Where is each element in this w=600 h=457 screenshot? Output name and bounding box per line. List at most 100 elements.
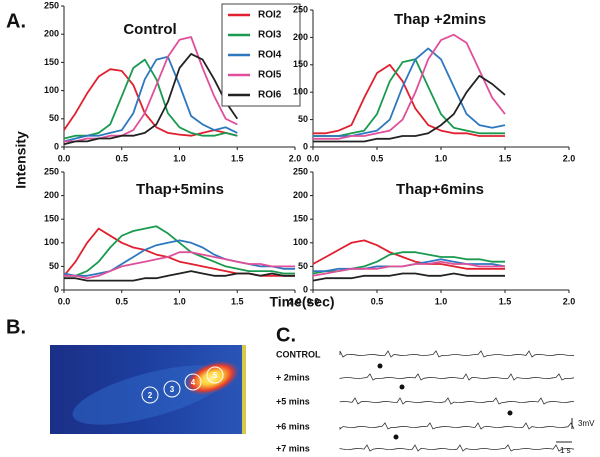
data-line <box>63 55 238 143</box>
roi-circle <box>141 386 159 404</box>
data-line <box>63 68 238 137</box>
y-tick-label: 200 <box>293 32 308 42</box>
x-tick-label: 0.5 <box>371 153 384 163</box>
x-tick-label: 1.0 <box>435 296 448 306</box>
x-tick-label: 1.5 <box>231 153 244 163</box>
legend-label: ROI3 <box>258 30 282 41</box>
y-tick-label: 250 <box>44 0 59 10</box>
y-tick-label: 0 <box>303 284 308 294</box>
ecg-trace <box>339 397 575 405</box>
marker-dot <box>399 384 405 390</box>
chart-title: Thap+6mins <box>396 181 484 198</box>
marker-dot <box>377 363 383 369</box>
trace-label: +7 mins <box>276 443 310 453</box>
x-tick-label: 2.0 <box>563 296 576 306</box>
panel-label: C. <box>276 324 296 346</box>
y-tick-label: 250 <box>44 166 59 176</box>
x-tick-label: 2.0 <box>563 153 576 163</box>
ecg-trace <box>339 373 575 381</box>
ecg-trace <box>339 422 575 430</box>
x-tick-label: 1.0 <box>173 153 186 163</box>
y-tick-label: 100 <box>44 85 59 95</box>
x-axis-title: Time(sec) <box>269 294 334 310</box>
y-tick-label: 200 <box>293 190 308 200</box>
chart-title: Thap +2mins <box>394 11 486 28</box>
trace-label: +5 mins <box>276 396 310 406</box>
y-tick-label: 150 <box>44 57 59 67</box>
data-line <box>63 239 295 277</box>
y-tick-label: 0 <box>54 141 59 151</box>
legend-label: ROI4 <box>258 50 282 61</box>
marker-dot <box>507 410 513 416</box>
x-tick-label: 1.5 <box>499 153 512 163</box>
y-tick-label: 50 <box>298 261 308 271</box>
data-line <box>63 53 239 146</box>
x-tick-label: 0.0 <box>58 296 71 306</box>
y-tick-label: 250 <box>293 166 308 176</box>
scale-label: 1 s <box>560 446 571 455</box>
panel-label: B. <box>6 316 26 338</box>
roi-circle <box>163 380 181 398</box>
x-tick-label: 0.5 <box>115 296 128 306</box>
data-line <box>64 36 238 143</box>
y-tick-label: 250 <box>293 4 308 14</box>
microscopy-image <box>50 345 246 434</box>
data-line <box>64 251 295 280</box>
x-tick-label: 1.0 <box>173 296 186 306</box>
roi-label: 5 <box>213 371 218 380</box>
roi-circle <box>184 373 202 391</box>
chart-title: Control <box>123 21 176 38</box>
trace-label: +6 mins <box>276 421 310 431</box>
legend-label: ROI5 <box>258 70 282 81</box>
x-tick-label: 1.5 <box>231 296 244 306</box>
roi-label: 2 <box>148 391 153 400</box>
chart-title: Thap+5mins <box>136 181 224 198</box>
x-tick-label: 0.0 <box>307 296 320 306</box>
roi-label: 3 <box>170 385 175 394</box>
x-tick-label: 0.5 <box>115 153 128 163</box>
x-tick-label: 1.5 <box>499 296 512 306</box>
x-tick-label: 2.0 <box>289 296 302 306</box>
y-tick-label: 50 <box>298 114 308 124</box>
legend-label: ROI2 <box>258 10 282 21</box>
trace-label: + 2mins <box>276 372 310 382</box>
data-line <box>64 225 295 277</box>
x-tick-label: 1.0 <box>435 153 448 163</box>
data-line <box>313 58 505 137</box>
y-tick-label: 50 <box>49 261 59 271</box>
scale-label: 3mV <box>578 419 595 428</box>
y-tick-label: 150 <box>293 59 308 69</box>
ecg-trace <box>339 350 575 358</box>
y-tick-label: 100 <box>293 87 308 97</box>
x-tick-label: 0.0 <box>58 153 71 163</box>
x-tick-label: 0.0 <box>307 153 320 163</box>
data-line <box>312 239 505 270</box>
y-tick-label: 100 <box>293 237 308 247</box>
y-tick-label: 50 <box>49 113 59 123</box>
y-tick-label: 200 <box>44 190 59 200</box>
data-line <box>313 63 505 137</box>
data-line <box>313 47 506 137</box>
data-line <box>64 270 295 282</box>
ecg-trace <box>339 444 575 452</box>
x-tick-label: 2.0 <box>289 153 302 163</box>
data-line <box>312 260 505 277</box>
data-line <box>313 33 506 140</box>
y-tick-label: 150 <box>44 214 59 224</box>
roi-circle <box>206 366 224 384</box>
y-axis-title: Intensity <box>13 131 29 189</box>
panel-label: A. <box>6 10 26 32</box>
trace-label: CONTROL <box>276 349 321 359</box>
y-tick-label: 0 <box>303 141 308 151</box>
roi-label: 4 <box>191 378 196 387</box>
marker-dot <box>393 434 399 440</box>
data-line <box>313 74 506 143</box>
data-line <box>312 272 505 282</box>
y-tick-label: 200 <box>44 29 59 39</box>
y-tick-label: 0 <box>54 284 59 294</box>
legend-label: ROI6 <box>258 90 282 101</box>
y-tick-label: 150 <box>293 214 308 224</box>
y-tick-label: 100 <box>44 237 59 247</box>
x-tick-label: 0.5 <box>371 296 384 306</box>
